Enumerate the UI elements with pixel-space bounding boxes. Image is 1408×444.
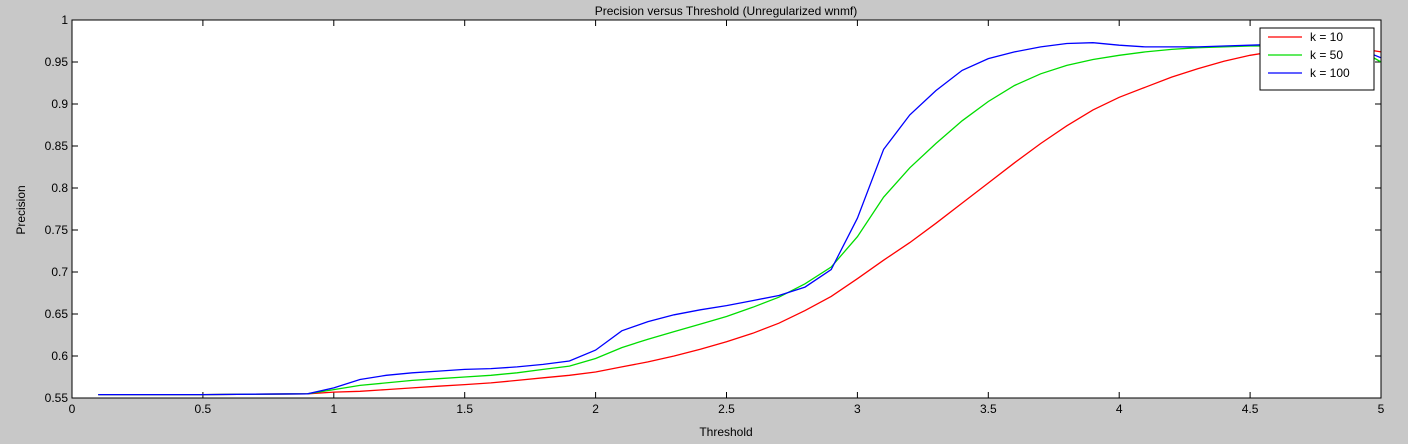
series-line: [98, 42, 1382, 396]
legend-label: k = 100: [1310, 66, 1350, 80]
y-tick-label: 0.65: [45, 307, 69, 321]
x-tick-label: 3: [854, 402, 861, 416]
series-line: [98, 45, 1382, 396]
x-tick-label: 1.5: [456, 402, 473, 416]
x-tick-label: 1: [330, 402, 337, 416]
axis-ticks: 0 0.5 1 1.5 2 2.5 3 3.5 4 4.5 5 0.55 0.6 0.65 0.7 0.75 0…: [45, 13, 1385, 416]
y-axis-label: Precision: [14, 185, 28, 234]
x-tick-label: 3.5: [980, 402, 997, 416]
y-tick-label: 0.75: [45, 223, 69, 237]
chart-title: Precision versus Threshold (Unregularize…: [595, 4, 858, 18]
x-tick-label: 2.5: [718, 402, 735, 416]
x-tick-label: 0.5: [195, 402, 212, 416]
y-tick-label: 0.85: [45, 139, 69, 153]
y-tick-label: 0.95: [45, 55, 69, 69]
legend-label: k = 50: [1310, 48, 1343, 62]
y-tick-label: 0.55: [45, 391, 69, 405]
y-tick-label: 1: [61, 13, 68, 27]
series-line: [98, 47, 1382, 396]
legend-label: k = 10: [1310, 30, 1343, 44]
x-tick-label: 0: [69, 402, 76, 416]
legend: k = 10 k = 50 k = 100: [1259, 27, 1375, 91]
plot-area: [72, 20, 1381, 398]
x-tick-label: 5: [1378, 402, 1385, 416]
series-lines: [98, 42, 1382, 396]
y-tick-label: 0.9: [51, 97, 68, 111]
y-tick-label: 0.6: [51, 349, 68, 363]
plot-frame: [71, 19, 1382, 399]
x-tick-label: 2: [592, 402, 599, 416]
x-axis-label: Threshold: [699, 425, 752, 439]
y-tick-label: 0.8: [51, 181, 68, 195]
legend-box: [1259, 27, 1375, 91]
x-tick-label: 4.5: [1242, 402, 1259, 416]
x-tick-label: 4: [1116, 402, 1123, 416]
y-tick-label: 0.7: [51, 265, 68, 279]
